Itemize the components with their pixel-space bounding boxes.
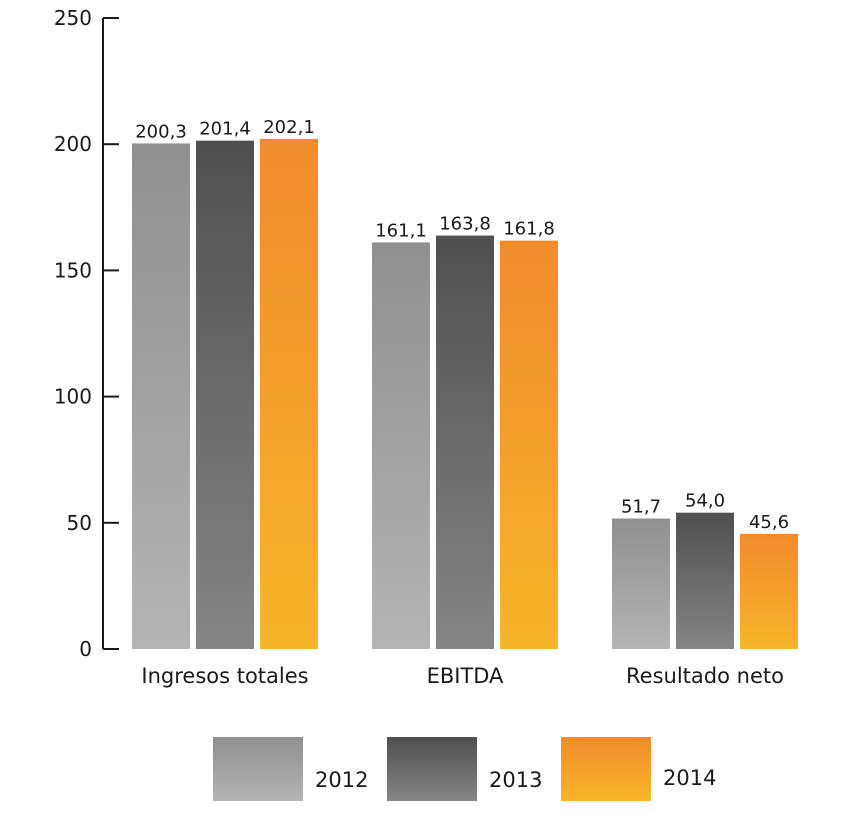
- data-label: 51,7: [621, 497, 661, 518]
- legend-label: 2013: [489, 768, 542, 792]
- bar-2014-1: [500, 240, 558, 649]
- bar-2012-1: [372, 242, 430, 649]
- bar-2014-0: [260, 138, 318, 649]
- bar-2013-0: [196, 140, 254, 650]
- y-tick-label: 200: [54, 132, 92, 156]
- bar-2013-2: [676, 512, 734, 649]
- legend-swatch-2014: [561, 737, 651, 801]
- y-tick-label: 150: [54, 258, 92, 282]
- legend-swatch-2013: [387, 737, 477, 801]
- bar-2014-2: [740, 533, 798, 649]
- y-tick-label: 250: [54, 6, 92, 30]
- data-label: 200,3: [135, 121, 187, 142]
- y-tick-label: 0: [79, 637, 92, 661]
- y-axis: 0 50 100 150 200 250: [54, 6, 119, 661]
- data-labels-group: 200,3 201,4 202,1 161,1 163,8 161,8 51,7 54,0 45…: [135, 117, 789, 533]
- category-label: Ingresos totales: [141, 664, 308, 688]
- legend: 2012 2013 2014: [213, 737, 716, 801]
- y-tick-label: 50: [67, 511, 92, 535]
- y-tick-label: 100: [54, 385, 92, 409]
- data-label: 45,6: [749, 512, 789, 533]
- category-label: Resultado neto: [626, 664, 784, 688]
- legend-label: 2012: [315, 768, 368, 792]
- bars-group: [132, 138, 798, 650]
- legend-label: 2014: [663, 766, 716, 790]
- category-label: EBITDA: [427, 664, 504, 688]
- data-label: 163,8: [439, 214, 491, 235]
- bar-2012-2: [612, 518, 670, 649]
- bar-2013-1: [436, 235, 494, 650]
- data-label: 161,8: [503, 219, 555, 240]
- legend-swatch-2012: [213, 737, 303, 801]
- data-label: 202,1: [263, 117, 315, 138]
- bar-2012-0: [132, 143, 190, 649]
- data-label: 54,0: [685, 491, 725, 512]
- category-labels-group: Ingresos totales EBITDA Resultado neto: [141, 664, 784, 688]
- data-label: 201,4: [199, 119, 251, 140]
- data-label: 161,1: [375, 220, 427, 241]
